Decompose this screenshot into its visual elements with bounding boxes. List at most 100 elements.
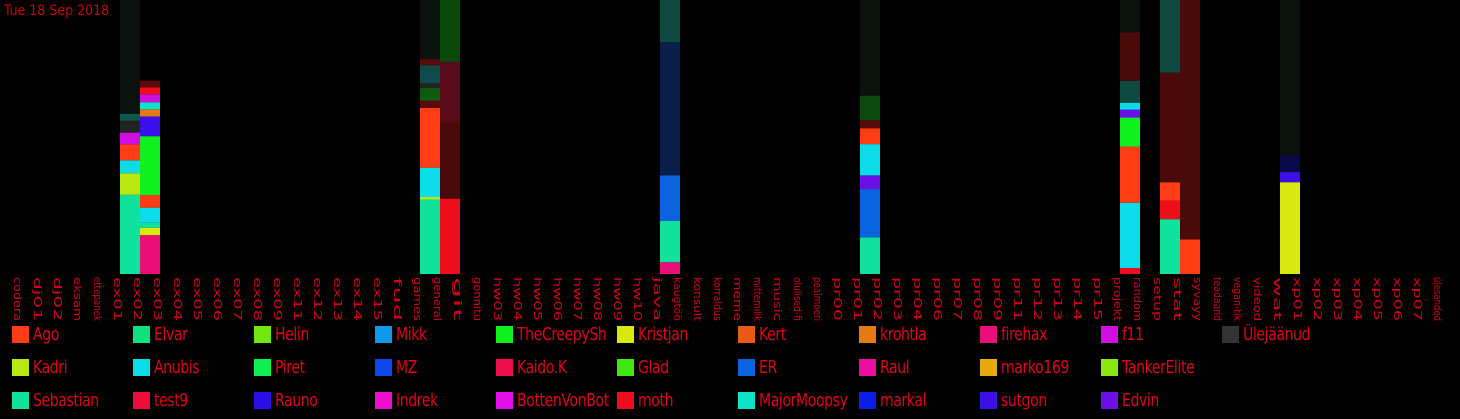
bar-segment (860, 237, 880, 274)
x-tick-label: korraldus (711, 277, 724, 321)
x-tick-label: dj02 (51, 277, 64, 321)
x-tick-label: ex02 (131, 277, 144, 321)
legend-item: test9 (133, 389, 284, 411)
bar-segment (1120, 0, 1140, 33)
legend: Ago Kadri Sebastian Elvar Anubis test9 Helin Pi… (12, 323, 1452, 419)
x-tick-label: ex11 (291, 277, 304, 321)
x-tick-label: vegan-tik (1231, 277, 1244, 322)
legend-item: ER (738, 356, 889, 378)
legend-swatch (12, 358, 29, 376)
legend-label: Indrek (396, 389, 438, 411)
bar-segment (140, 116, 160, 137)
legend-label: Elvar (154, 323, 188, 345)
x-tick-label: ex14 (351, 277, 364, 321)
bar-segment (420, 0, 440, 60)
bar-segment (860, 128, 880, 145)
legend-label: markal (880, 389, 927, 411)
x-tick-label: xp03 (1331, 277, 1344, 321)
legend-item: Kadri (12, 356, 163, 378)
x-tick-label: dj01 (31, 277, 44, 321)
bar-segment (1280, 182, 1300, 274)
x-tick-label: xp07 (1411, 277, 1424, 321)
x-tick-label: pr15 (1091, 277, 1104, 321)
legend-item: Kaido.K (496, 356, 647, 378)
x-tick-label: ex06 (211, 277, 224, 321)
legend-swatch (375, 325, 392, 343)
bar-segment (420, 65, 440, 84)
legend-item: Glad (617, 356, 768, 378)
bar-segment (440, 122, 460, 199)
legend-label: Ago (33, 323, 59, 345)
x-tick-label: hw10 (631, 277, 644, 321)
legend-label: Rauno (275, 389, 318, 411)
x-tick-label: pr06 (931, 277, 944, 321)
legend-swatch (1222, 325, 1239, 343)
bar-segment (860, 189, 880, 238)
bar-segment (420, 83, 440, 88)
x-tick-label: ex12 (311, 277, 324, 321)
x-tick-label: random (1131, 277, 1144, 321)
legend-swatch (375, 391, 392, 409)
bar-segment (420, 197, 440, 200)
legend-item: Rauno (254, 389, 405, 411)
legend-item: markal (859, 389, 1010, 411)
x-tick-label: syvayy (1191, 277, 1204, 322)
bar-segment (140, 222, 160, 228)
bar-segment (1120, 117, 1140, 147)
x-tick-label: meme (731, 277, 744, 321)
legend-item: sutgon (980, 389, 1131, 411)
bar-segment (1160, 182, 1180, 201)
legend-item: Indrek (375, 389, 526, 411)
bar-segment (860, 95, 880, 121)
legend-label: Kaido.K (517, 356, 567, 378)
x-tick-label: ülesanded (1431, 277, 1444, 321)
bar-segment (140, 80, 160, 88)
x-tick-label: wat (1271, 277, 1284, 322)
legend-item: TheCreepySh (496, 323, 647, 345)
legend-swatch (1101, 391, 1118, 409)
legend-item: Sebastian (12, 389, 163, 411)
x-tick-label: pr13 (1051, 277, 1064, 321)
bar-segment (120, 113, 140, 121)
bar-segment (860, 144, 880, 176)
legend-swatch (738, 391, 755, 409)
legend-swatch (980, 358, 997, 376)
legend-label: sutgon (1001, 389, 1047, 411)
x-tick-label: hw03 (491, 277, 504, 321)
legend-swatch (254, 391, 271, 409)
legend-item: MajorMoopsy (738, 389, 889, 411)
legend-label: Kert (759, 323, 786, 345)
bar-segment (1160, 200, 1180, 220)
x-tick-label: pr01 (851, 277, 864, 321)
bar-segment (860, 0, 880, 96)
x-tick-label: ex13 (331, 277, 344, 321)
legend-swatch (738, 358, 755, 376)
legend-item: Piret (254, 356, 405, 378)
x-tick-label: xp06 (1391, 277, 1404, 321)
legend-swatch (859, 358, 876, 376)
legend-item: Elvar (133, 323, 284, 345)
bar-segment (140, 87, 160, 95)
x-tick-label: mittemilik (751, 277, 764, 321)
bar-segment (1120, 202, 1140, 268)
x-tick-label: music (771, 277, 784, 321)
legend-swatch (496, 325, 513, 343)
legend-label: Anubis (154, 356, 200, 378)
legend-label: BottenVonBot (517, 389, 609, 411)
x-tick-label: hw08 (591, 277, 604, 321)
bar-segment (1160, 72, 1180, 183)
x-tick-label: ex05 (191, 277, 204, 321)
bars-group (120, 0, 1300, 274)
legend-swatch (859, 391, 876, 409)
bar-segment (140, 235, 160, 274)
legend-swatch (617, 325, 634, 343)
legend-item: krohtla (859, 323, 1010, 345)
legend-label: MajorMoopsy (759, 389, 848, 411)
x-tick-label: kaugtöö (671, 277, 684, 321)
x-tick-label: gonnitu (471, 277, 484, 321)
legend-label: Edvin (1122, 389, 1159, 411)
legend-swatch (12, 325, 29, 343)
bar-segment (420, 167, 440, 198)
x-tick-labels: codera dj01 dj02 eksam ettepanek ex01 ex02 ex03… (11, 275, 1444, 323)
x-tick-label: hw06 (551, 277, 564, 321)
